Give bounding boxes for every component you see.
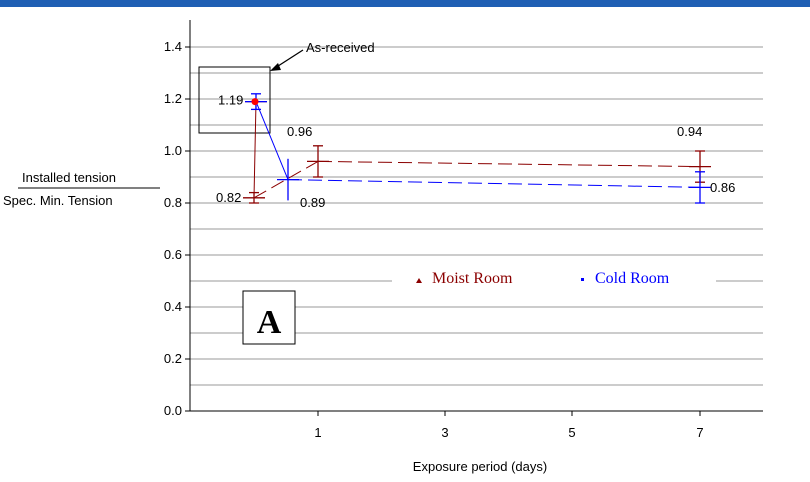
as-received-arrowhead [270,63,281,71]
series-line-segment [253,160,319,199]
x-tick-label: 7 [696,425,703,440]
data-label: 0.82 [216,190,241,205]
y-axis-label-denominator: Spec. Min. Tension [3,193,113,208]
as-received-arrow [274,49,304,69]
legend-marker-cold-room [581,278,584,281]
y-tick-label: 0.2 [164,351,182,366]
as-received-box [198,66,271,134]
y-tick-label: 0.4 [164,299,182,314]
y-tick-label: 0.6 [164,247,182,262]
legend-marker-moist-room [416,278,422,283]
x-tick-label: 1 [314,425,321,440]
data-label: 1.19 [218,93,243,108]
as-received-point [251,98,259,106]
data-label: 0.89 [300,195,325,210]
series-line-segment [255,101,289,180]
x-tick-label: 3 [441,425,448,440]
data-label: 0.86 [710,180,735,195]
y-tick-label: 0.8 [164,195,182,210]
series-line-segment [287,179,701,188]
panel-label: A [257,304,282,341]
top-accent-bar [0,0,810,7]
as-received-label: As-received [306,40,375,55]
y-tick-label: 1.0 [164,143,182,158]
x-axis-label: Exposure period (days) [413,459,547,474]
y-tick-label: 0.0 [164,403,182,418]
legend-label-moist-room: Moist Room [432,270,513,287]
data-label: 0.94 [677,124,702,139]
legend-label-cold-room: Cold Room [595,270,670,287]
data-label: 0.96 [287,124,312,139]
y-axis-label-numerator: Installed tension [22,170,116,185]
legend-background [392,256,716,300]
y-tick-label: 1.4 [164,39,182,54]
series-line-segment [253,101,257,198]
panel-label-box [242,290,296,345]
x-tick-label: 5 [568,425,575,440]
series-line-segment [317,160,701,168]
y-tick-label: 1.2 [164,91,182,106]
